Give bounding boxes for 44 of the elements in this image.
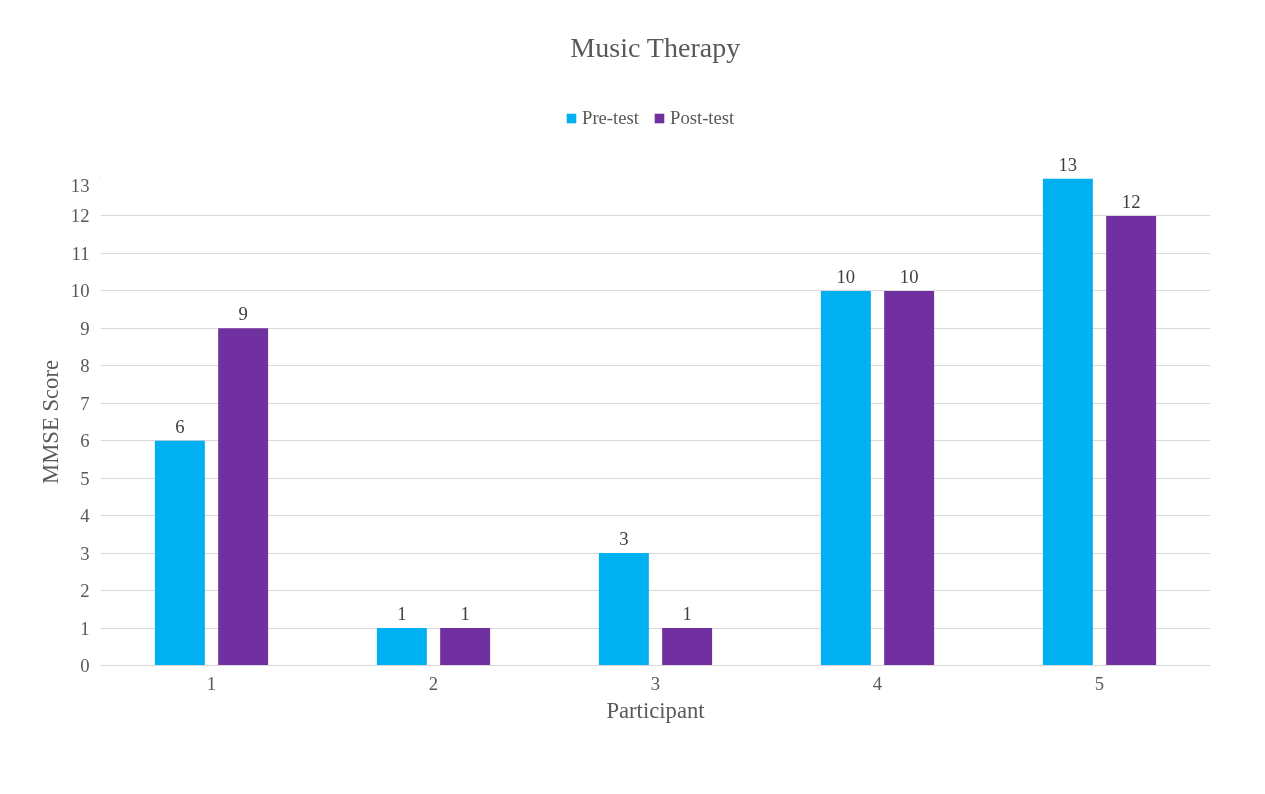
y-tick-label: 11 xyxy=(71,242,90,264)
y-tick-label: 12 xyxy=(70,205,90,227)
data-label: 12 xyxy=(1121,190,1141,212)
bar xyxy=(884,290,935,666)
y-tick-label: 3 xyxy=(80,542,90,564)
data-label: 1 xyxy=(682,603,692,625)
data-label: 1 xyxy=(460,603,470,625)
y-axis-title: MMSE Score xyxy=(37,360,63,484)
bar xyxy=(218,328,269,666)
y-tick-label: 8 xyxy=(80,355,90,377)
bar xyxy=(376,628,427,666)
x-axis-title: Participant xyxy=(606,697,706,723)
bar xyxy=(820,290,871,666)
y-tick-label: 5 xyxy=(80,467,90,489)
bar xyxy=(1106,215,1157,666)
data-label: 10 xyxy=(899,265,919,287)
y-tick-label: 6 xyxy=(80,430,90,452)
y-tick-label: 2 xyxy=(80,580,90,602)
legend-label: Post-test xyxy=(670,107,735,129)
chart-title: Music Therapy xyxy=(570,32,741,63)
data-label: 13 xyxy=(1058,153,1078,175)
y-tick-label: 7 xyxy=(80,392,90,414)
x-tick-label: 2 xyxy=(428,672,439,694)
bar xyxy=(154,440,205,666)
bar xyxy=(598,553,649,666)
legend-label: Pre-test xyxy=(582,107,639,129)
x-tick-label: 5 xyxy=(1094,672,1105,694)
data-label: 3 xyxy=(619,528,629,550)
y-tick-label: 13 xyxy=(70,174,90,196)
data-label: 1 xyxy=(397,603,407,625)
bar xyxy=(440,628,491,666)
x-tick-label: 1 xyxy=(206,672,217,694)
x-tick-label: 3 xyxy=(650,672,661,694)
bar xyxy=(662,628,713,666)
x-tick-label: 4 xyxy=(872,672,883,694)
y-tick-label: 1 xyxy=(80,617,90,639)
y-tick-label: 0 xyxy=(80,655,90,676)
y-tick-label: 4 xyxy=(80,505,91,527)
data-label: 10 xyxy=(836,265,856,287)
bar xyxy=(1042,178,1093,666)
y-tick-label: 9 xyxy=(80,317,90,339)
y-tick-label: 10 xyxy=(70,280,90,302)
data-label: 6 xyxy=(175,415,185,437)
data-label: 9 xyxy=(238,303,248,325)
